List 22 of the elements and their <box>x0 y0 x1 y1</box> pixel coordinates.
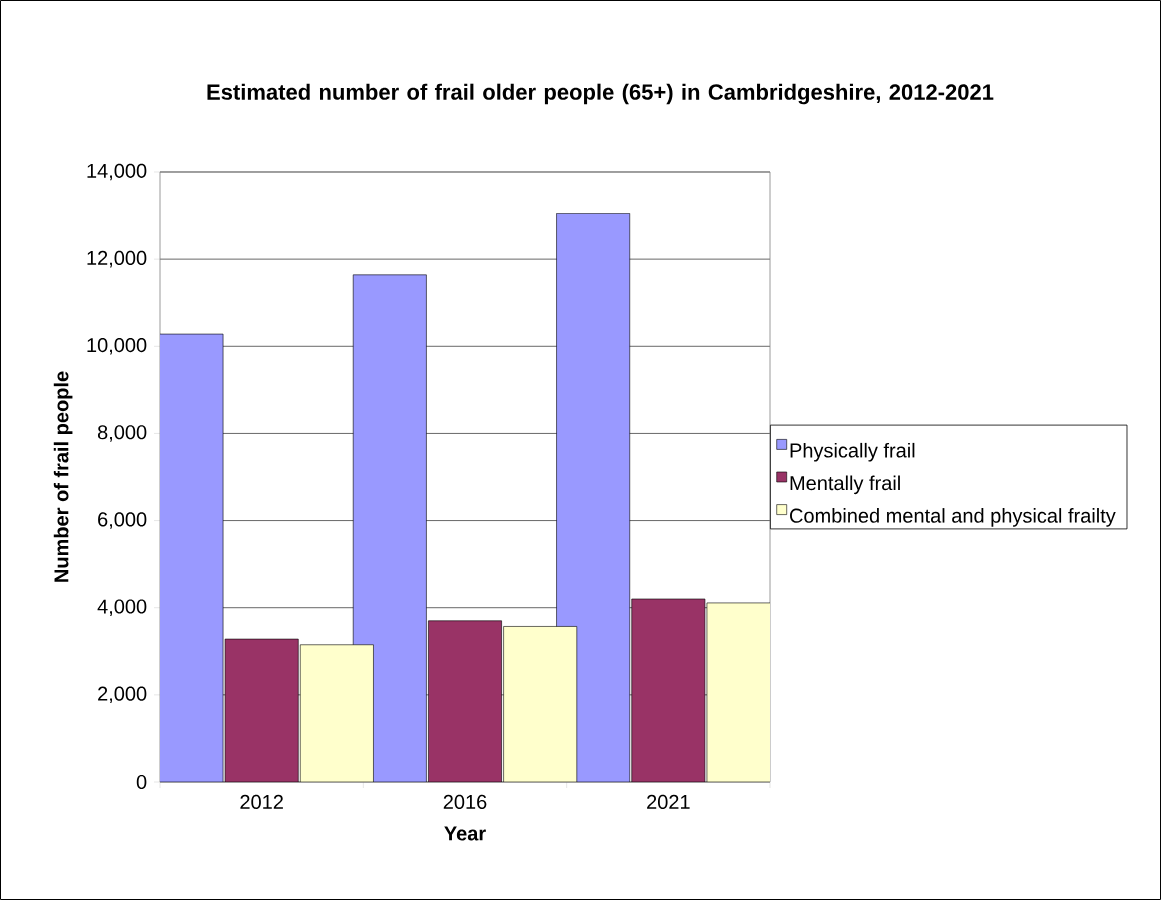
y-tick-label: 10,000 <box>87 338 147 355</box>
legend-label: Combined mental and physical frailty <box>790 508 1116 527</box>
bar <box>224 638 299 782</box>
y-tick-label: 14,000 <box>87 163 147 181</box>
legend-label: Mentally frail <box>790 475 900 495</box>
bar <box>556 213 631 782</box>
y-tick-label: 6,000 <box>98 512 147 529</box>
y-tick-label: 0 <box>136 774 147 790</box>
y-tick-label: 12,000 <box>87 250 147 268</box>
legend-label: Physically frail <box>790 442 915 462</box>
bar <box>428 620 502 782</box>
x-tick-label: 2021 <box>647 794 690 810</box>
bar <box>352 274 427 782</box>
y-tick-label: 8,000 <box>97 425 147 442</box>
y-tick-label: 2,000 <box>98 686 147 704</box>
y-tick-label: 4,000 <box>97 599 147 616</box>
x-tick-label: 2016 <box>443 794 487 810</box>
x-tick-label: 2012 <box>240 794 283 810</box>
chart-title: Estimated number of frail older people (65+) in Cambridgeshire, 2012-2021 <box>207 83 994 105</box>
x-axis-title: Year <box>444 826 486 841</box>
bar <box>299 644 374 782</box>
y-axis-title: Number of frail people <box>53 371 73 582</box>
